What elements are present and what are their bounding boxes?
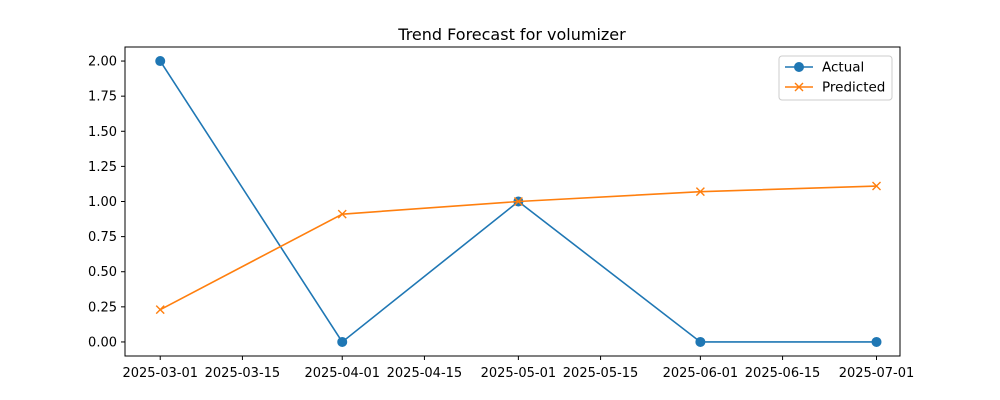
x-tick-label: 2025-03-01 (122, 366, 198, 381)
legend-marker-actual (794, 62, 804, 72)
x-tick-label: 2025-07-01 (839, 366, 915, 381)
y-tick-label: 1.00 (88, 195, 117, 210)
y-tick-label: 1.25 (88, 160, 117, 175)
legend-label-predicted: Predicted (822, 80, 885, 96)
y-tick-label: 1.50 (88, 125, 117, 140)
data-point-actual (695, 336, 706, 347)
y-tick-label: 1.75 (88, 90, 117, 105)
y-tick-label: 0.00 (88, 335, 117, 350)
legend: Actual Predicted (778, 55, 893, 101)
x-tick-label: 2025-06-15 (745, 366, 821, 381)
x-tick-label: 2025-04-15 (387, 366, 463, 381)
data-point-predicted (337, 209, 347, 219)
plot-area (155, 56, 882, 347)
data-point-predicted (872, 181, 882, 191)
data-point-predicted (695, 187, 705, 197)
data-point-predicted (513, 197, 523, 206)
legend-marker-predicted (794, 82, 804, 92)
x-tick-label: 2025-05-15 (563, 366, 639, 381)
axes: 0.00 0.25 0.50 0.75 1.00 1.25 1.50 1.75 2.00 2025… (88, 55, 914, 381)
x-tick-label: 2025-03-15 (205, 366, 281, 381)
x-tick-label: 2025-05-01 (481, 366, 557, 381)
data-point-actual (871, 336, 882, 347)
x-tick-label: 2025-06-01 (663, 366, 739, 381)
data-point-predicted (155, 305, 165, 315)
y-tick-label: 0.75 (88, 230, 117, 245)
x-tick-label: 2025-04-01 (304, 366, 380, 381)
chart-title: Trend Forecast for volumizer (397, 25, 626, 44)
y-tick-label: 2.00 (88, 55, 117, 70)
y-tick-label: 0.25 (88, 300, 117, 315)
data-point-actual (337, 336, 348, 347)
y-tick-label: 0.50 (88, 265, 117, 280)
data-point-actual (155, 56, 166, 67)
legend-label-actual: Actual (822, 60, 864, 76)
